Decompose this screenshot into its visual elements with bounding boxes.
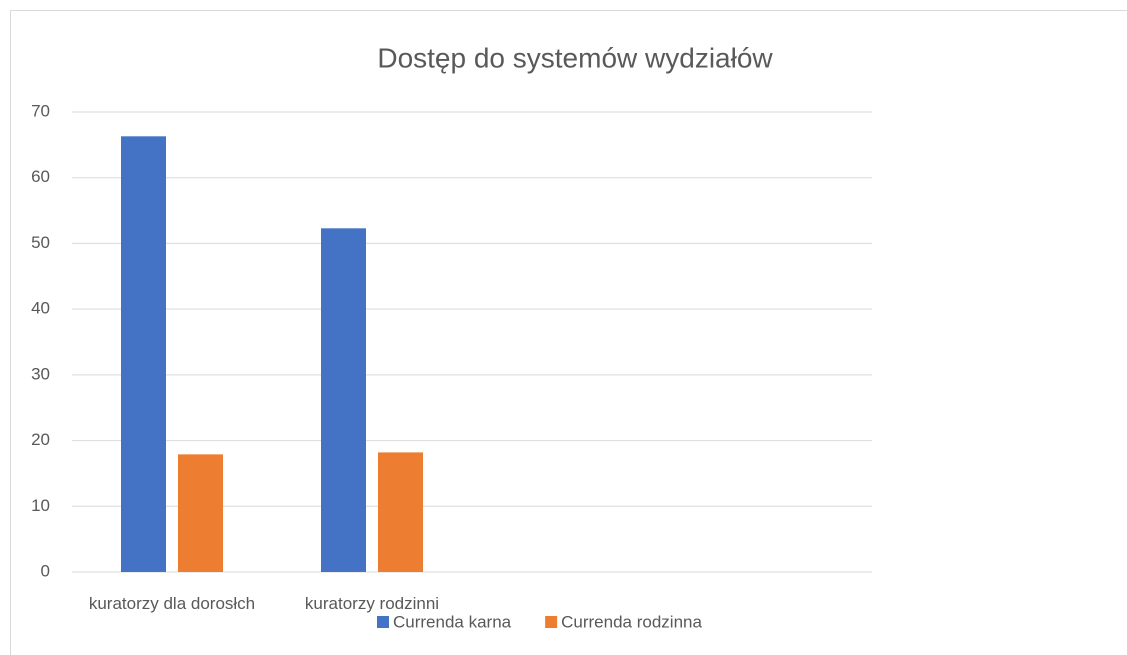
y-tick-label: 50: [31, 233, 50, 252]
y-tick-label: 30: [31, 364, 50, 383]
x-tick-label: kuratorzy dla dorosłch: [88, 594, 256, 613]
y-tick-label: 60: [31, 167, 50, 186]
legend-swatch: [545, 616, 558, 628]
bar: [378, 452, 423, 572]
chart-title: Dostęp do systemów wydziałów: [377, 42, 773, 73]
legend-label: Currenda rodzinna: [561, 612, 702, 631]
legend-swatch: [377, 616, 389, 628]
x-tick-label: kuratorzy rodzinni: [304, 594, 440, 613]
y-tick-label: 20: [31, 430, 50, 449]
y-tick-label: 40: [31, 299, 50, 318]
y-tick-label: 0: [41, 561, 50, 580]
chart-border: [10, 10, 1127, 655]
y-tick-label: 70: [31, 101, 50, 120]
legend-label: Currenda karna: [393, 612, 512, 631]
bar: [321, 228, 366, 573]
bar: [178, 454, 223, 572]
y-tick-label: 10: [31, 496, 50, 515]
bar: [121, 136, 166, 573]
